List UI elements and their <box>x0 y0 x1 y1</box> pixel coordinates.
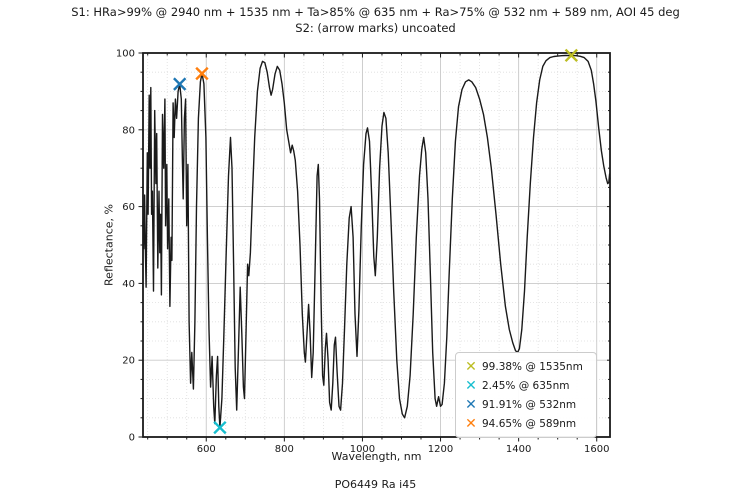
plot-frame <box>142 52 611 438</box>
svg-text:20: 20 <box>122 356 135 367</box>
legend-item-label: 94.65% @ 589nm <box>482 417 577 430</box>
svg-text:60: 60 <box>122 202 135 213</box>
svg-text:1200: 1200 <box>428 444 453 455</box>
svg-text:0: 0 <box>129 433 135 444</box>
x-marker-635nm <box>213 420 227 435</box>
svg-text:1600: 1600 <box>584 444 609 455</box>
legend-item: ✕ 94.65% @ 589nm <box>460 414 590 433</box>
chart-subtitle: S2: (arrow marks) uncoated <box>295 21 456 35</box>
y-axis-label: Reflectance, % <box>102 204 116 286</box>
footer-label: PO6449 Ra i45 <box>334 478 417 491</box>
legend-item: ✕ 2.45% @ 635nm <box>460 376 590 395</box>
legend: ✕ 99.38% @ 1535nm ✕ 2.45% @ 635nm ✕ 91.9… <box>455 352 597 438</box>
legend-item-label: 91.91% @ 532nm <box>482 398 577 411</box>
axis-tick-labels: 600 800 1000 1200 1400 1600 0 20 40 60 80 100 <box>116 49 610 456</box>
svg-text:1000: 1000 <box>350 444 375 455</box>
x-marker-1535nm <box>564 48 578 63</box>
svg-text:80: 80 <box>122 125 135 136</box>
legend-item: ✕ 99.38% @ 1535nm <box>460 357 590 376</box>
legend-item: ✕ 91.91% @ 532nm <box>460 395 590 414</box>
legend-item-label: 2.45% @ 635nm <box>482 379 570 392</box>
x-marker-icon: ✕ <box>465 415 477 432</box>
reflectance-curve <box>142 54 611 429</box>
x-marker-icon: ✕ <box>465 358 477 375</box>
legend-item-label: 99.38% @ 1535nm <box>482 360 583 373</box>
svg-text:600: 600 <box>197 444 216 455</box>
svg-text:40: 40 <box>122 279 135 290</box>
svg-text:1400: 1400 <box>506 444 531 455</box>
x-marker-icon: ✕ <box>465 396 477 413</box>
x-marker-532nm <box>173 77 187 91</box>
svg-text:100: 100 <box>116 49 135 60</box>
x-marker-589nm <box>195 66 209 81</box>
chart-title: S1: HRa>99% @ 2940 nm + 1535 nm + Ta>85%… <box>71 5 680 19</box>
svg-text:800: 800 <box>275 444 294 455</box>
x-axis-label: Wavelength, nm <box>331 450 422 463</box>
x-marker-icon: ✕ <box>465 377 477 394</box>
